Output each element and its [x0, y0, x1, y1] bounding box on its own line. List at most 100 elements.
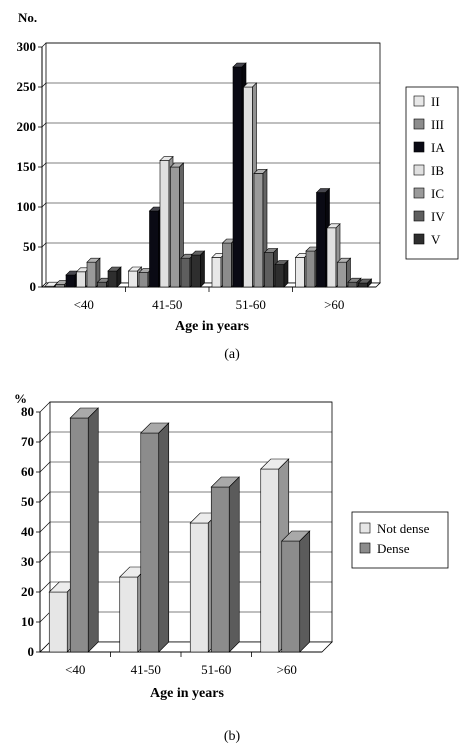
- bar-ic-1: [169, 162, 185, 288]
- bar-ic-1-front: [170, 166, 180, 288]
- bar-v-3-front: [358, 282, 368, 288]
- bar-v-3: [357, 278, 373, 288]
- legend-label: IV: [431, 209, 445, 224]
- y-tick-label: 50: [21, 494, 34, 509]
- legend-label: V: [431, 232, 441, 247]
- legend-label: Dense: [377, 541, 410, 556]
- bar-ia-3-front: [316, 192, 326, 288]
- bar-not-dense-3-front: [260, 468, 280, 653]
- gridline-depth: [41, 82, 47, 88]
- x-tick-label: >60: [324, 297, 344, 312]
- bar-iii-3-front: [305, 250, 316, 288]
- bar-ib-1-front: [159, 160, 170, 288]
- bar-ii-3-front: [295, 257, 305, 288]
- legend-swatch: [413, 95, 425, 107]
- bar-iv-2-front: [264, 252, 274, 288]
- bar-dense-0-side: [87, 407, 99, 653]
- gridline-depth: [39, 491, 51, 503]
- gridline-depth: [41, 122, 47, 128]
- bar-ic-3-front: [337, 261, 347, 288]
- x-tick-label: 51-60: [236, 297, 266, 312]
- gridline-depth: [39, 581, 51, 593]
- y-tick-label: 60: [21, 464, 34, 479]
- bar-not-dense-2-front: [189, 522, 209, 653]
- bar-v-0: [107, 266, 122, 288]
- y-tick-label: 10: [21, 614, 34, 629]
- bar-dense-2: [210, 476, 240, 653]
- bar-dense-0: [69, 407, 99, 653]
- bar-v-2-front: [274, 264, 285, 288]
- bar-dense-2-side: [228, 476, 240, 653]
- y-tick-label: 70: [21, 434, 34, 449]
- gridline-depth: [39, 461, 51, 473]
- x-tick-label: <40: [74, 297, 94, 312]
- legend-swatch: [413, 164, 425, 176]
- bar-v-0-front: [107, 270, 118, 288]
- y-tick-label: 200: [17, 119, 37, 134]
- y-tick-label: 0: [28, 644, 35, 659]
- bar-dense-2-front: [210, 486, 230, 653]
- legend-swatch: [413, 210, 425, 222]
- x-tick-label: 41-50: [131, 662, 161, 677]
- bar-not-dense-0-front: [48, 591, 68, 653]
- gridline-depth: [41, 162, 47, 168]
- y-tick-label: 150: [17, 159, 37, 174]
- bar-ic-0-front: [86, 261, 97, 288]
- legend-swatch: [413, 187, 425, 199]
- bar-not-dense-1-front: [119, 576, 139, 653]
- bar-ia-1-front: [149, 210, 159, 288]
- gridline-depth: [39, 551, 51, 563]
- legend: [351, 511, 449, 569]
- figure-caption: (b): [224, 729, 241, 744]
- gridline-depth: [39, 401, 51, 413]
- legend-swatch: [413, 118, 425, 130]
- bar-v-1-front: [191, 254, 201, 288]
- bar-ib-0-front: [76, 271, 86, 288]
- bar-dense-1: [140, 422, 170, 653]
- gridline-depth: [41, 202, 47, 208]
- bar-dense-1-front: [140, 432, 160, 653]
- bar-ic-0: [86, 257, 101, 288]
- legend-label: Not dense: [377, 521, 430, 536]
- bar-ii-2-front: [211, 257, 222, 288]
- y-axis-label: %: [14, 391, 27, 406]
- y-tick-label: 50: [23, 239, 36, 254]
- bar-v-3-side: [367, 278, 372, 288]
- bar-ic-2-front: [253, 173, 264, 288]
- x-axis-label: Age in years: [175, 319, 249, 334]
- bar-v-1-side: [200, 250, 205, 288]
- y-tick-label: 300: [17, 39, 37, 54]
- bar-ic-3: [336, 257, 352, 288]
- y-tick-label: 0: [30, 279, 37, 294]
- bar-dense-3-front: [281, 540, 301, 653]
- x-tick-label: 41-50: [152, 297, 182, 312]
- x-tick-label: 51-60: [201, 662, 231, 677]
- legend-label: IA: [431, 140, 445, 155]
- y-tick-label: 30: [21, 554, 34, 569]
- bar-v-0-side: [116, 266, 122, 288]
- bar-iii-1-front: [138, 272, 149, 288]
- bar-iii-0-front: [55, 284, 65, 288]
- bar-ii-1-front: [128, 270, 138, 288]
- y-tick-label: 40: [21, 524, 34, 539]
- bar-v-1: [190, 250, 206, 288]
- legend-label: IB: [431, 163, 444, 178]
- legend-swatch: [413, 233, 425, 245]
- gridline-depth: [41, 42, 47, 48]
- gridline-depth: [41, 242, 47, 248]
- bar-dense-3-side: [299, 530, 311, 653]
- gridline-depth: [39, 611, 51, 623]
- y-tick-label: 100: [17, 199, 37, 214]
- bar-not-dense-3: [260, 458, 290, 653]
- bar-v-2-side: [283, 259, 289, 288]
- legend-label: IC: [431, 186, 444, 201]
- bar-iv-3-front: [347, 281, 358, 288]
- bar-dense-1-side: [158, 422, 170, 653]
- legend-label: II: [431, 94, 440, 109]
- x-axis-label: Age in years: [150, 686, 224, 701]
- y-axis-label: No.: [18, 10, 37, 25]
- bar-dense-3: [281, 530, 311, 653]
- gridline-depth: [39, 521, 51, 533]
- bar-ib-2-front: [243, 86, 253, 288]
